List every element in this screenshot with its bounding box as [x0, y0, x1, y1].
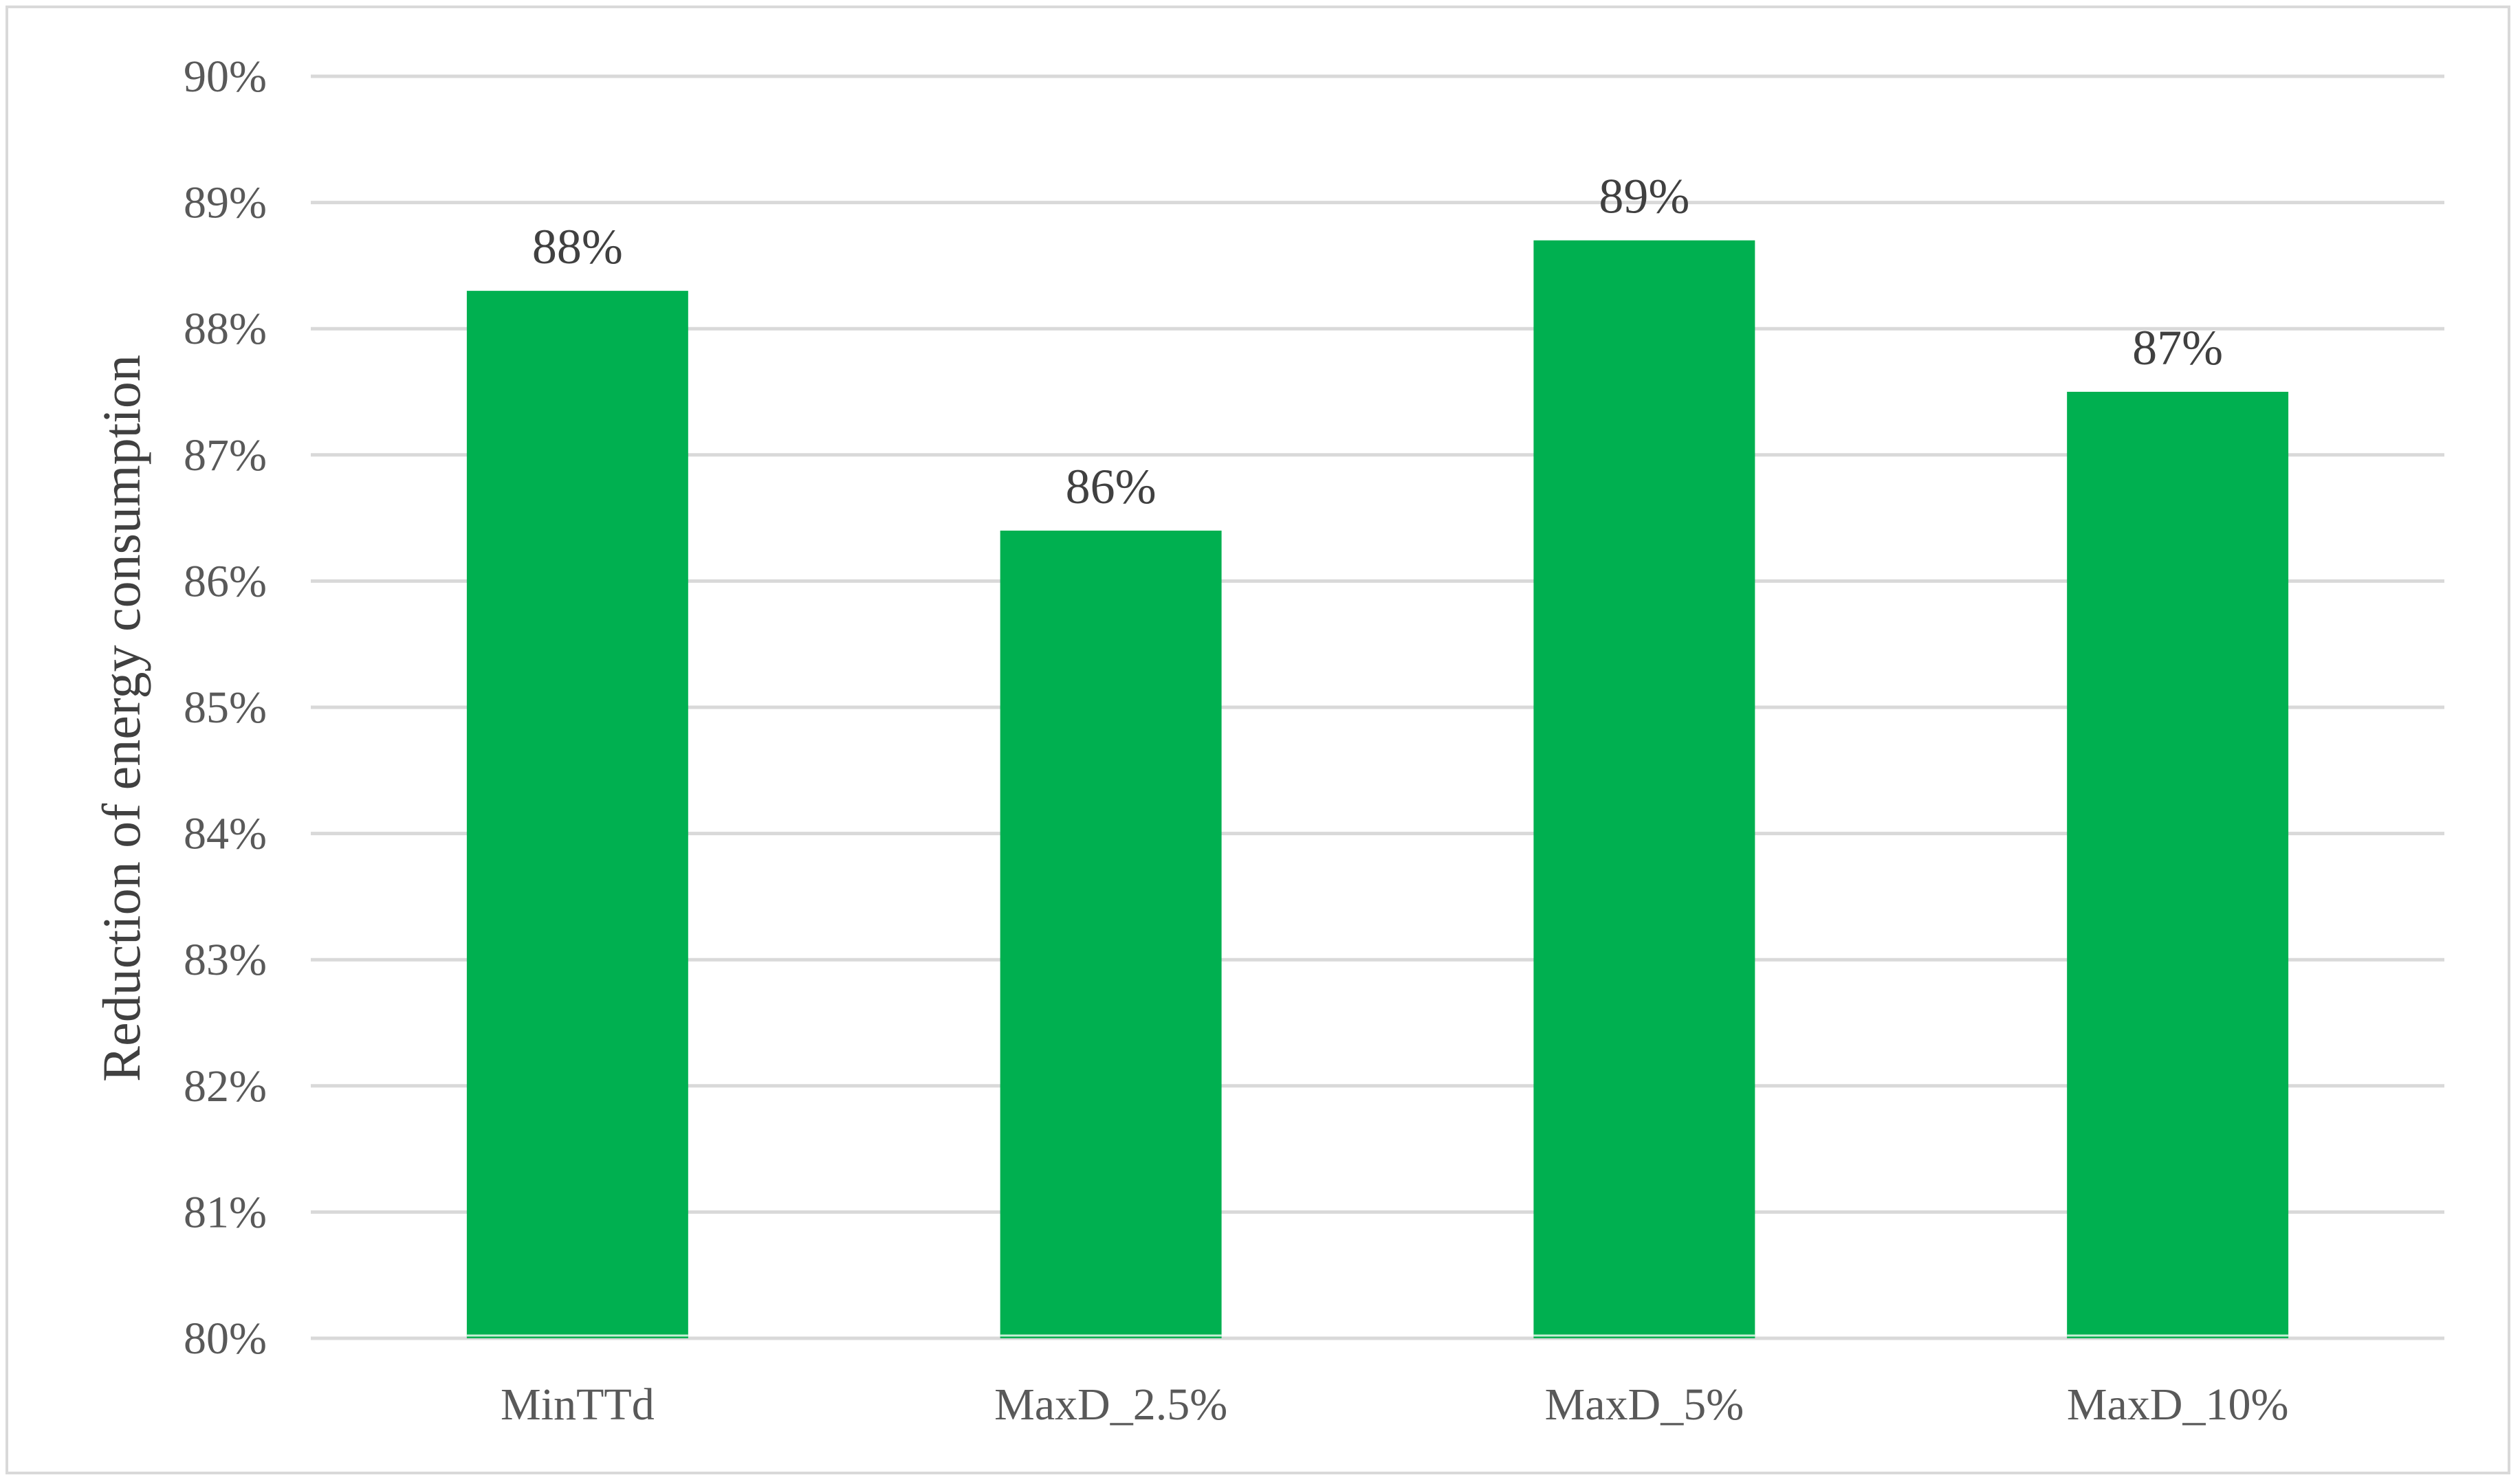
bar — [466, 291, 688, 1338]
x-axis-category-labels: MinTTd MaxD_2.5% MaxD_5% MaxD_10% — [501, 1380, 2288, 1430]
y-tick-label: 86% — [184, 556, 267, 606]
y-tick-label: 80% — [184, 1314, 267, 1364]
y-tick-label: 84% — [184, 809, 267, 859]
y-tick-label: 88% — [184, 304, 267, 354]
bar — [1533, 240, 1755, 1339]
y-tick-label: 83% — [184, 935, 267, 985]
bar-data-label: 87% — [2132, 320, 2223, 375]
bar — [1000, 530, 1222, 1339]
bar — [2067, 392, 2289, 1338]
x-category-label: MinTTd — [501, 1380, 655, 1430]
y-tick-label: 89% — [184, 178, 267, 228]
y-tick-label: 87% — [184, 430, 267, 480]
y-tick-label: 82% — [184, 1061, 267, 1111]
y-tick-label: 90% — [184, 52, 267, 102]
y-tick-label: 81% — [184, 1187, 267, 1237]
bar-data-label: 88% — [532, 219, 623, 274]
bar-data-label: 86% — [1066, 459, 1157, 514]
x-category-label: MaxD_5% — [1545, 1380, 1744, 1430]
bar-data-label: 89% — [1599, 169, 1689, 224]
data-labels: 88% 86% 89% 87% — [532, 169, 2223, 514]
x-category-label: MaxD_10% — [2067, 1380, 2289, 1430]
x-category-label: MaxD_2.5% — [994, 1380, 1227, 1430]
y-axis-title: Reduction of energy consumption — [91, 355, 151, 1082]
y-axis-tick-labels: 80% 81% 82% 83% 84% 85% 86% 87% 88% 89% 90% — [184, 52, 267, 1364]
y-tick-label: 85% — [184, 683, 267, 733]
bars — [466, 240, 2289, 1339]
